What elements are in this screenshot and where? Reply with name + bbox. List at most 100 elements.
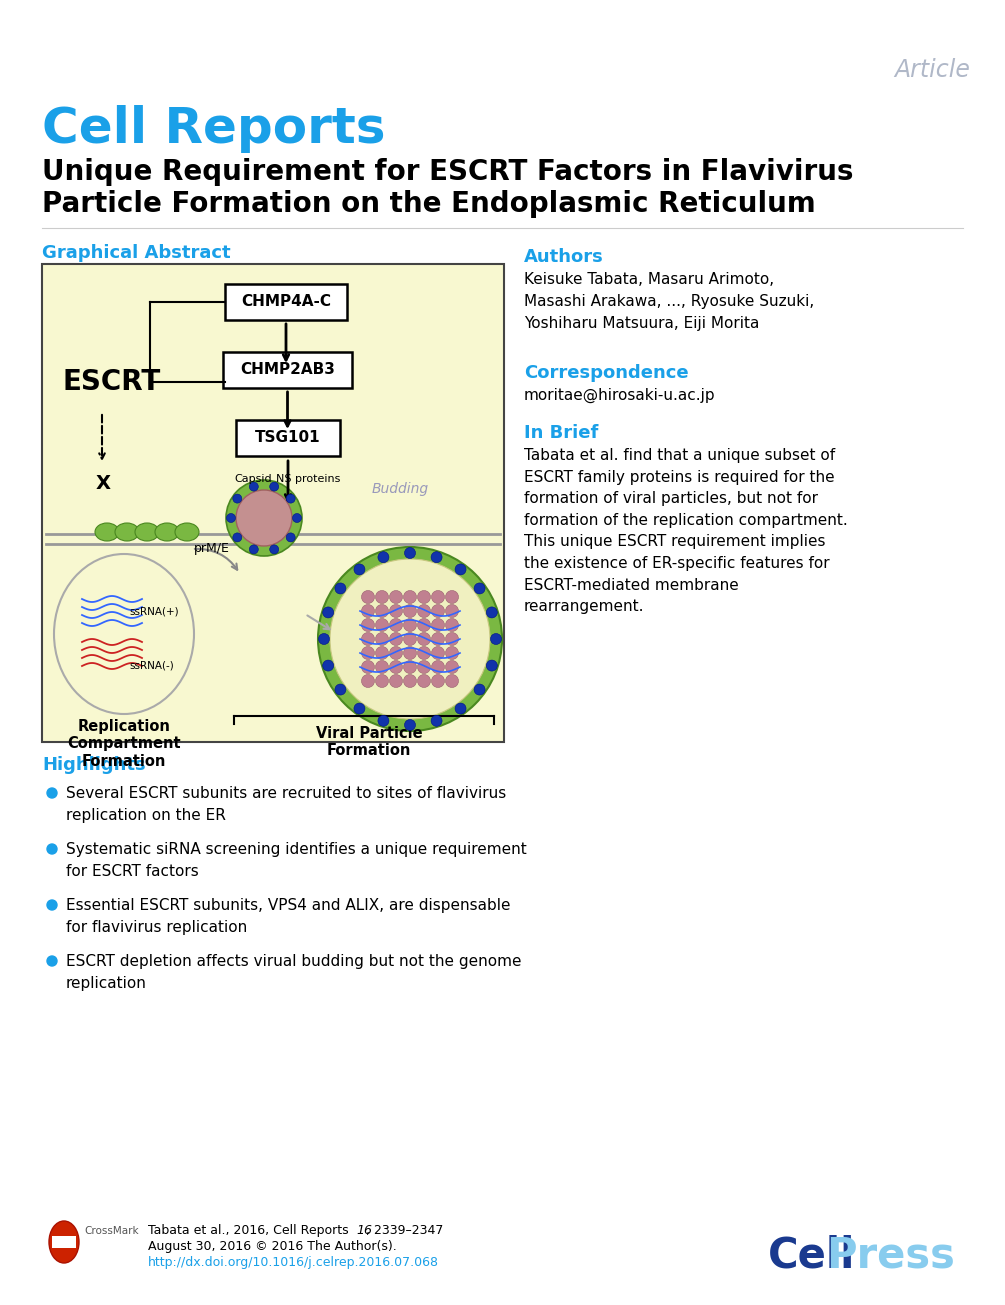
Circle shape <box>390 646 402 659</box>
Circle shape <box>335 684 346 696</box>
Text: Essential ESCRT subunits, VPS4 and ALIX, are dispensable
for flavivirus replicat: Essential ESCRT subunits, VPS4 and ALIX,… <box>66 898 511 934</box>
Circle shape <box>362 633 375 646</box>
Circle shape <box>323 607 334 619</box>
Circle shape <box>47 900 57 910</box>
Circle shape <box>233 532 242 542</box>
Circle shape <box>474 684 485 696</box>
Text: TSG101: TSG101 <box>255 431 321 445</box>
Circle shape <box>445 590 458 603</box>
Circle shape <box>404 548 415 559</box>
Circle shape <box>403 619 416 632</box>
Circle shape <box>376 675 389 688</box>
Circle shape <box>47 788 57 797</box>
Circle shape <box>431 646 444 659</box>
Circle shape <box>417 619 430 632</box>
Ellipse shape <box>95 523 119 542</box>
Text: Authors: Authors <box>524 248 604 266</box>
Text: http://dx.doi.org/10.1016/j.celrep.2016.07.068: http://dx.doi.org/10.1016/j.celrep.2016.… <box>148 1255 439 1268</box>
Text: Systematic siRNA screening identifies a unique requirement
for ESCRT factors: Systematic siRNA screening identifies a … <box>66 842 527 878</box>
Circle shape <box>226 513 235 522</box>
Circle shape <box>226 480 302 556</box>
Text: moritae@hirosaki-u.ac.jp: moritae@hirosaki-u.ac.jp <box>524 388 716 403</box>
Circle shape <box>362 604 375 617</box>
Text: Keisuke Tabata, Masaru Arimoto,
Masashi Arakawa, ..., Ryosuke Suzuki,
Yoshiharu : Keisuke Tabata, Masaru Arimoto, Masashi … <box>524 271 814 331</box>
Circle shape <box>445 633 458 646</box>
Circle shape <box>403 633 416 646</box>
Circle shape <box>330 559 490 719</box>
Text: Graphical Abstract: Graphical Abstract <box>42 244 230 262</box>
Text: ESCRT: ESCRT <box>62 368 160 395</box>
Circle shape <box>378 552 389 562</box>
Text: X: X <box>96 474 111 493</box>
FancyBboxPatch shape <box>236 420 340 455</box>
Text: CrossMark: CrossMark <box>84 1225 139 1236</box>
Circle shape <box>335 583 346 594</box>
Circle shape <box>318 547 502 731</box>
Text: Budding: Budding <box>372 482 429 496</box>
Circle shape <box>376 660 389 673</box>
Circle shape <box>403 660 416 673</box>
Ellipse shape <box>115 523 139 542</box>
Circle shape <box>445 619 458 632</box>
Text: Cell: Cell <box>768 1235 855 1276</box>
FancyBboxPatch shape <box>225 284 347 320</box>
Text: In Brief: In Brief <box>524 424 598 442</box>
FancyBboxPatch shape <box>223 352 352 388</box>
Circle shape <box>354 703 365 714</box>
Circle shape <box>376 619 389 632</box>
Circle shape <box>47 844 57 853</box>
Circle shape <box>445 646 458 659</box>
FancyBboxPatch shape <box>42 264 504 743</box>
Circle shape <box>455 703 466 714</box>
Text: Highlights: Highlights <box>42 756 146 774</box>
Circle shape <box>269 545 278 553</box>
Ellipse shape <box>49 1221 79 1263</box>
Circle shape <box>362 646 375 659</box>
Circle shape <box>390 590 402 603</box>
Circle shape <box>390 604 402 617</box>
Circle shape <box>404 719 415 731</box>
Circle shape <box>417 646 430 659</box>
Text: Tabata et al. find that a unique subset of
ESCRT family proteins is required for: Tabata et al. find that a unique subset … <box>524 448 848 615</box>
Circle shape <box>417 590 430 603</box>
Circle shape <box>390 660 402 673</box>
Circle shape <box>417 675 430 688</box>
Circle shape <box>417 660 430 673</box>
Circle shape <box>362 675 375 688</box>
Ellipse shape <box>54 555 194 714</box>
Ellipse shape <box>175 523 199 542</box>
Text: Unique Requirement for ESCRT Factors in Flavivirus: Unique Requirement for ESCRT Factors in … <box>42 158 853 187</box>
Circle shape <box>376 633 389 646</box>
Circle shape <box>292 513 302 522</box>
Circle shape <box>376 604 389 617</box>
Circle shape <box>269 482 278 491</box>
Circle shape <box>403 675 416 688</box>
Circle shape <box>376 590 389 603</box>
FancyBboxPatch shape <box>52 1236 76 1248</box>
Circle shape <box>236 489 292 545</box>
Text: Replication
Compartment
Formation: Replication Compartment Formation <box>67 719 181 769</box>
Text: Several ESCRT subunits are recruited to sites of flavivirus
replication on the E: Several ESCRT subunits are recruited to … <box>66 786 507 822</box>
Text: Particle Formation on the Endoplasmic Reticulum: Particle Formation on the Endoplasmic Re… <box>42 191 816 218</box>
Text: August 30, 2016 © 2016 The Author(s).: August 30, 2016 © 2016 The Author(s). <box>148 1240 397 1253</box>
Circle shape <box>417 604 430 617</box>
Circle shape <box>431 590 444 603</box>
Text: Tabata et al., 2016, Cell Reports: Tabata et al., 2016, Cell Reports <box>148 1224 353 1237</box>
Circle shape <box>286 532 295 542</box>
Text: Article: Article <box>894 57 970 82</box>
Circle shape <box>486 607 497 619</box>
Text: 16: 16 <box>356 1224 372 1237</box>
Circle shape <box>233 495 242 504</box>
Circle shape <box>431 619 444 632</box>
Circle shape <box>362 660 375 673</box>
Circle shape <box>390 633 402 646</box>
Circle shape <box>403 604 416 617</box>
Circle shape <box>376 646 389 659</box>
Text: Cell Reports: Cell Reports <box>42 104 386 153</box>
Circle shape <box>403 590 416 603</box>
Circle shape <box>431 604 444 617</box>
Circle shape <box>47 957 57 966</box>
Circle shape <box>362 590 375 603</box>
Circle shape <box>417 633 430 646</box>
Text: CHMP2AB3: CHMP2AB3 <box>240 363 335 377</box>
